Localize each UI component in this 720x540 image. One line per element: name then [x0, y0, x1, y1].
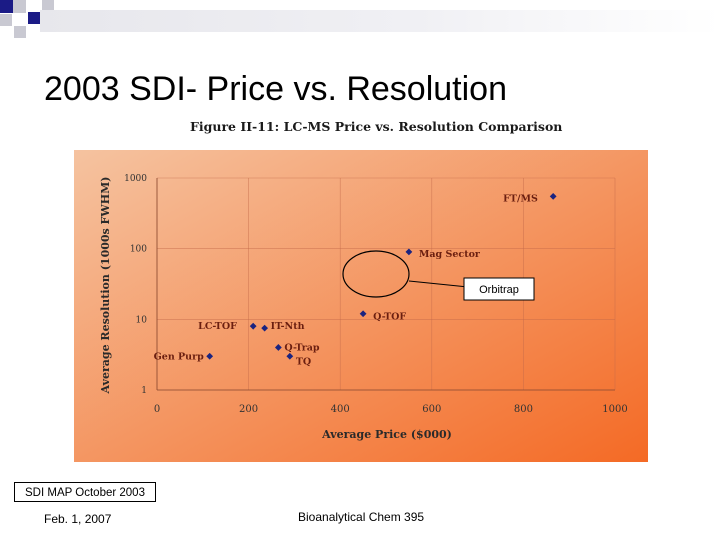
chart-background	[74, 150, 648, 462]
callout-box	[463, 277, 535, 301]
figure-caption: Figure II-11: LC-MS Price vs. Resolution…	[190, 119, 563, 134]
data-point	[405, 248, 413, 256]
decor-square-navy-1	[0, 0, 13, 13]
x-tick-label: 1000	[602, 404, 627, 415]
data-point-label: FT/MS	[503, 193, 538, 204]
decor-square-gray-1	[13, 0, 26, 13]
y-tick-label: 1	[141, 386, 147, 396]
callout-leader-line	[408, 280, 469, 288]
source-box: SDI MAP October 2003	[14, 482, 156, 502]
data-point-label: Q-TOF	[373, 312, 406, 323]
scatter-chart: 0 200 400 600 800 1000 1 10 100 1000 FT/MS Mag Sec…	[74, 150, 648, 462]
chart-grid	[156, 177, 616, 391]
y-axis-label: Average Resolution (1000s FWHM)	[99, 177, 112, 395]
chart-panel: 0 200 400 600 800 1000 1 10 100 1000 FT/MS Mag Sec…	[74, 150, 648, 462]
x-tick-label: 800	[514, 404, 533, 415]
decor-square-gray-2	[42, 0, 54, 12]
slide-title: 2003 SDI- Price vs. Resolution	[44, 70, 507, 108]
y-tick-label: 10	[136, 315, 148, 325]
decor-square-gray-4	[14, 26, 26, 38]
decor-square-navy-2	[28, 12, 40, 24]
data-point-label: Gen Purp	[154, 351, 204, 362]
orbitrap-callout: Orbitrap	[342, 250, 535, 301]
header-decor-bar	[40, 10, 720, 32]
data-point-label: IT-Nth	[271, 321, 305, 332]
data-point	[359, 310, 367, 318]
footer-date: Feb. 1, 2007	[44, 512, 112, 526]
chart-ticks: 0 200 400 600 800 1000 1 10 100 1000	[124, 174, 628, 415]
data-point-label: Q-Trap	[284, 342, 320, 353]
x-tick-label: 200	[239, 404, 258, 415]
decor-square-gray-3	[0, 14, 12, 26]
data-point-label: LC-TOF	[198, 321, 237, 332]
x-tick-label: 600	[422, 404, 441, 415]
data-point	[206, 352, 214, 360]
data-point-label: TQ	[296, 356, 311, 367]
data-point	[274, 344, 282, 351]
data-point	[249, 322, 257, 330]
callout-label: Orbitrap	[479, 284, 519, 296]
footer-course: Bioanalytical Chem 395	[298, 510, 425, 524]
callout-ellipse	[342, 250, 410, 298]
y-tick-label: 1000	[124, 174, 147, 184]
x-axis-label: Average Price ($000)	[321, 428, 452, 441]
x-tick-label: 400	[331, 404, 350, 415]
data-point-label: Mag Sector	[419, 249, 481, 260]
y-tick-label: 100	[130, 245, 147, 255]
x-tick-label: 0	[154, 404, 160, 415]
